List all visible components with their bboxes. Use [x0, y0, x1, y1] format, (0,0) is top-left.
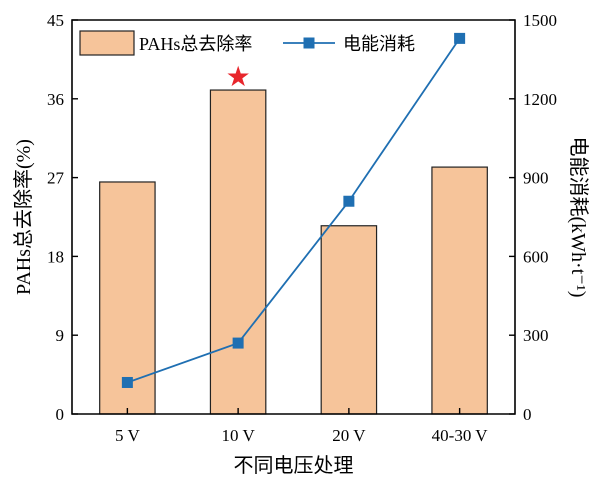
bar-1	[209, 89, 267, 415]
plot-frame	[71, 19, 516, 415]
line-point-3	[454, 32, 466, 44]
x-tick-label-0: 5 V	[115, 426, 140, 445]
x-tick-label-1: 10 V	[222, 426, 256, 445]
y-axis-left-title: PAHs总去除率(%)	[12, 139, 35, 295]
legend: PAHs总去除率 电能消耗	[79, 30, 415, 56]
y-right-tick-label-5: 1500	[523, 11, 557, 30]
y-left-tick-label-2: 18	[47, 247, 64, 266]
line-point-2	[343, 195, 355, 207]
y-right-tick-label-2: 600	[523, 247, 549, 266]
y-left-tick-label-3: 27	[47, 169, 65, 188]
axis-ticks: 0 9 18 27 36 45 0 300 600 900 1200 1500 5 V 10 V 20 V 4…	[47, 11, 557, 445]
x-tick-label-3: 40-30 V	[432, 426, 489, 445]
y-axis-right-title: 电能消耗(kWh·t⁻¹)	[567, 137, 589, 298]
line-point-1	[232, 337, 244, 349]
y-left-tick-label-1: 9	[56, 326, 65, 345]
x-axis-title: 不同电压处理	[234, 454, 354, 477]
y-left-tick-label-5: 45	[47, 11, 64, 30]
legend-label-line: 电能消耗	[343, 34, 415, 54]
bar-2	[320, 225, 378, 415]
y-left-tick-label-0: 0	[56, 405, 65, 424]
y-right-tick-label-4: 1200	[523, 90, 557, 109]
y-left-tick-label-4: 36	[47, 90, 64, 109]
star-annotation: ★	[226, 60, 251, 93]
y-right-tick-label-1: 300	[523, 326, 549, 345]
line-point-0	[121, 376, 133, 388]
x-tick-label-2: 20 V	[332, 426, 366, 445]
legend-label-bar: PAHs总去除率	[139, 34, 252, 54]
legend-marker-square	[303, 37, 315, 49]
y-right-tick-label-3: 900	[523, 169, 549, 188]
line-path	[127, 37, 461, 384]
bar-series	[99, 89, 488, 415]
y-right-tick-label-0: 0	[523, 405, 532, 424]
bar-3	[431, 166, 488, 415]
line-series: ★	[121, 32, 466, 388]
legend-swatch-bar	[79, 30, 135, 56]
